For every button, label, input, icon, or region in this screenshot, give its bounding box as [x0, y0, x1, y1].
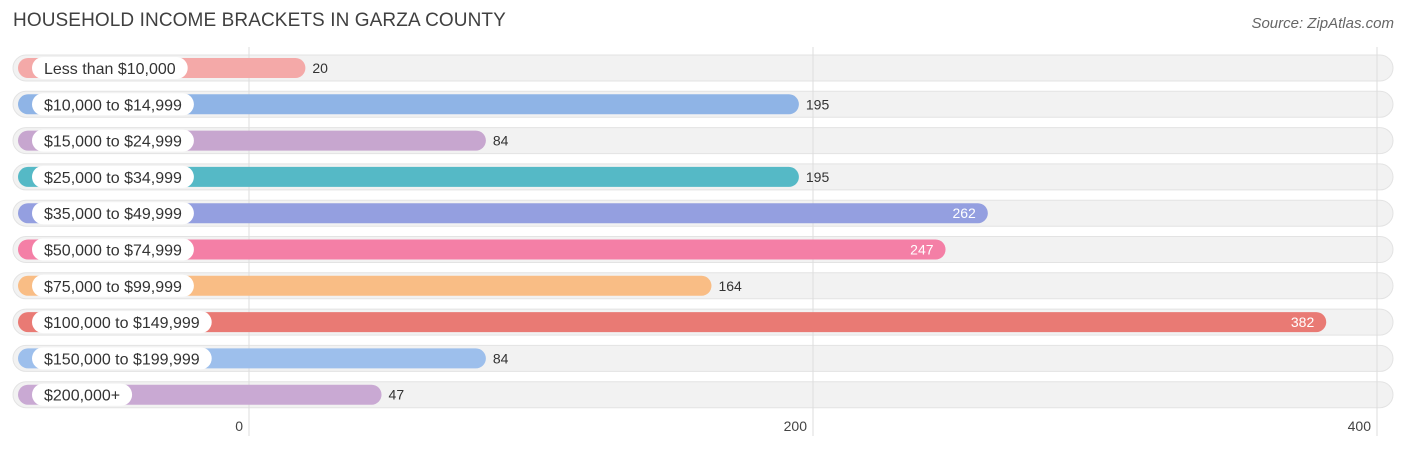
value-label: 195	[806, 169, 830, 185]
value-label: 47	[389, 387, 405, 403]
bar	[18, 166, 799, 187]
bar	[18, 312, 1327, 333]
x-tick-label: 200	[784, 418, 808, 434]
category-label-pill	[32, 93, 194, 116]
bar	[18, 239, 946, 260]
bar	[18, 94, 799, 115]
value-label: 164	[718, 278, 742, 294]
value-label: 195	[806, 96, 830, 112]
row-background	[12, 54, 1394, 82]
category-label: $10,000 to $14,999	[44, 97, 182, 114]
category-label-pill	[32, 311, 212, 334]
category-label-pill	[32, 165, 194, 188]
value-label: 382	[1291, 314, 1315, 330]
value-label: 247	[910, 242, 934, 258]
value-label: 20	[312, 60, 328, 76]
category-label: $35,000 to $49,999	[44, 206, 182, 223]
category-label-pill	[32, 57, 188, 79]
category-label: $15,000 to $24,999	[44, 134, 182, 151]
category-label-pill	[32, 129, 194, 152]
category-label: $100,000 to $149,999	[44, 315, 200, 332]
category-label-pill	[32, 238, 194, 261]
value-label: 84	[493, 133, 509, 149]
category-label-pill	[32, 347, 212, 370]
value-label: 262	[952, 205, 976, 221]
chart-title: HOUSEHOLD INCOME BRACKETS IN GARZA COUNT…	[13, 10, 506, 31]
category-label: $50,000 to $74,999	[44, 243, 182, 260]
x-tick-label: 0	[235, 418, 243, 434]
category-label: $25,000 to $34,999	[44, 170, 182, 187]
source-note: Source: ZipAtlas.com	[1251, 15, 1394, 32]
category-label-pill	[32, 202, 194, 225]
category-label-pill	[32, 383, 133, 406]
bar	[18, 203, 988, 224]
category-label: $75,000 to $99,999	[44, 279, 182, 296]
x-tick-label: 400	[1348, 418, 1372, 434]
category-label: Less than $10,000	[44, 61, 176, 78]
value-label: 84	[493, 350, 509, 366]
category-label: $200,000+	[44, 388, 120, 405]
category-label: $150,000 to $199,999	[44, 351, 200, 368]
category-label-pill	[32, 274, 194, 297]
